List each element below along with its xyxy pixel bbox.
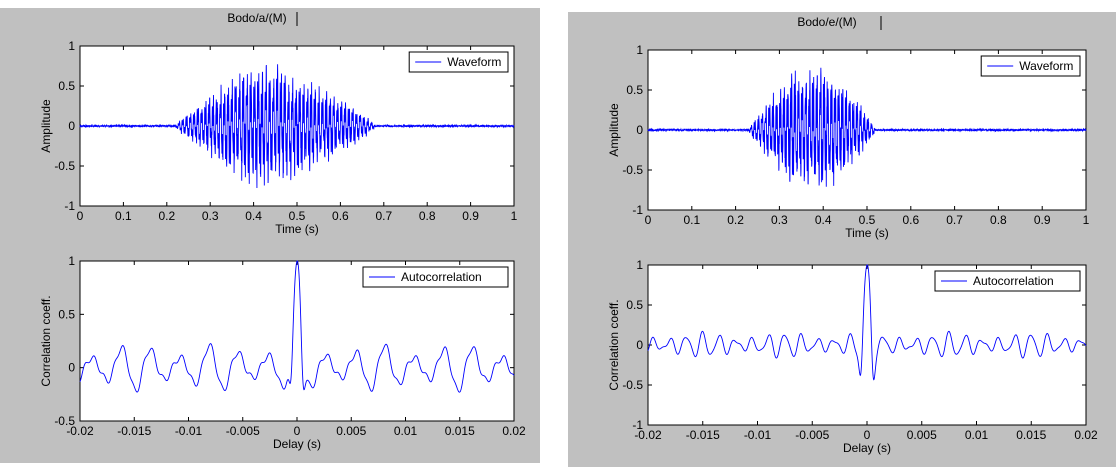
right-bottom-xtick-label: -0.02: [634, 428, 662, 442]
left-top-ylabel: Amplitude: [39, 99, 53, 153]
left-title: Bodo/a/(M): [227, 11, 286, 25]
left-top-xtick-label: 0.7: [375, 209, 392, 223]
left-bottom-xtick-label: -0.005: [226, 424, 260, 438]
left-bottom-ytick-label: -0.5: [54, 414, 75, 428]
left-bottom-ytick-label: 1: [68, 254, 75, 268]
right-top-xtick-label: 0.2: [727, 213, 744, 227]
left-top-ytick-label: -0.5: [54, 159, 75, 173]
left-top-xtick-label: 0.3: [202, 209, 219, 223]
right-top-xtick-label: 0.5: [859, 213, 876, 227]
left-bottom-series-line: [79, 260, 515, 393]
right-top-ytick-label: 0.5: [626, 83, 643, 97]
right-top-legend: [980, 55, 1081, 77]
right-top-ytick-label: -0.5: [622, 163, 643, 177]
right-bottom-xtick-label: -0.01: [744, 428, 772, 442]
left-bottom-xtick-label: 0.02: [502, 424, 526, 438]
right-bottom-series-line: [647, 264, 1087, 381]
left-bottom-xtick-label: -0.01: [175, 424, 203, 438]
right-bottom-plot-area: [647, 264, 1087, 426]
left-top-xlabel: Time (s): [275, 222, 319, 236]
left-top-xtick-label: 0.5: [289, 209, 306, 223]
left-bottom-xtick-label: 0.015: [445, 424, 475, 438]
left-top-ytick-label: 0.5: [58, 79, 75, 93]
right-top-xtick-label: 0.3: [771, 213, 788, 227]
left-bottom-ytick-label: 0.5: [58, 307, 75, 321]
right-bottom-ytick-label: -1: [632, 418, 643, 432]
right-top-xlabel: Time (s): [845, 226, 889, 240]
left-bottom-xtick-label: -0.015: [117, 424, 151, 438]
left-top-xtick-label: 0.8: [419, 209, 436, 223]
left-top-ytick-label: 0: [68, 119, 75, 133]
left-top-xtick-label: 0.9: [462, 209, 479, 223]
right-bottom-xtick-label: 0.01: [965, 428, 989, 442]
right-bottom-xtick-label: 0.02: [1074, 428, 1098, 442]
figure-right-svg: Bodo/e/(M) 0 0.1 0.2 0.3 0.4 0.5 0.6 0.7 0.8 0.9 1 1…: [607, 15, 1098, 455]
left-top-xtick-label: 0.2: [158, 209, 175, 223]
right-top-xtick-label: 0: [645, 213, 652, 227]
left-top-legend-label: Waveform: [447, 55, 501, 69]
right-bottom-legend-label: Autocorrelation: [973, 274, 1054, 288]
right-top-ytick-label: 1: [636, 43, 643, 57]
left-bottom-xtick-label: 0.005: [336, 424, 366, 438]
right-top-xtick-label: 0.9: [1034, 213, 1051, 227]
left-top-ytick-label: -1: [64, 199, 75, 213]
left-bottom-xtick-label: -0.02: [66, 424, 94, 438]
left-bottom-legend-label: Autocorrelation: [401, 270, 482, 284]
left-bottom-legend: [362, 266, 509, 288]
figure-panel-left: Bodo/a/(M) 0 0.1 0.2 0.3 0.4 0.5 0.6 0.7 0.8 0.9 1 1…: [0, 8, 540, 463]
right-bottom-ylabel: Correlation coeff.: [607, 299, 621, 390]
left-top-legend: [408, 51, 509, 73]
left-top-series-line: [79, 64, 515, 188]
left-bottom-xtick-label: 0: [294, 424, 301, 438]
right-title: Bodo/e/(M): [797, 15, 856, 29]
right-bottom-legend: [934, 270, 1081, 292]
right-bottom-ytick-label: 0: [636, 338, 643, 352]
left-top-xtick-label: 0: [77, 209, 84, 223]
left-bottom-ylabel: Correlation coeff.: [39, 295, 53, 386]
figure-left-svg: Bodo/a/(M) 0 0.1 0.2 0.3 0.4 0.5 0.6 0.7 0.8 0.9 1 1…: [39, 11, 526, 451]
right-top-ytick-label: -1: [632, 203, 643, 217]
right-top-series-line: [647, 67, 1087, 187]
figure-panel-right: Bodo/e/(M) 0 0.1 0.2 0.3 0.4 0.5 0.6 0.7 0.8 0.9 1 1…: [568, 12, 1116, 467]
left-top-ytick-label: 1: [68, 39, 75, 53]
right-bottom-xtick-label: 0.005: [907, 428, 937, 442]
right-top-legend-label: Waveform: [1019, 59, 1073, 73]
right-bottom-xtick-label: 0: [864, 428, 871, 442]
left-bottom-plot-area: [79, 260, 515, 422]
right-top-xtick-label: 0.4: [815, 213, 832, 227]
right-top-xtick-label: 0.6: [902, 213, 919, 227]
left-bottom-ytick-label: 0: [68, 361, 75, 375]
left-bottom-xlabel: Delay (s): [273, 437, 321, 451]
left-bottom-xtick-label: 0.01: [394, 424, 418, 438]
right-bottom-ytick-label: 1: [636, 258, 643, 272]
right-top-ytick-label: 0: [636, 123, 643, 137]
right-bottom-xtick-label: -0.015: [686, 428, 720, 442]
left-top-xtick-label: 0.1: [115, 209, 132, 223]
right-bottom-ytick-label: -0.5: [622, 378, 643, 392]
right-top-ylabel: Amplitude: [607, 103, 621, 157]
right-top-xtick-label: 0.8: [990, 213, 1007, 227]
right-top-xtick-label: 0.7: [946, 213, 963, 227]
right-top-xtick-label: 0.1: [683, 213, 700, 227]
left-top-xtick-label: 0.4: [245, 209, 262, 223]
right-bottom-ytick-label: 0.5: [626, 298, 643, 312]
right-top-xtick-label: 1: [1083, 213, 1090, 227]
right-bottom-xtick-label: 0.015: [1016, 428, 1046, 442]
right-bottom-xtick-label: -0.005: [795, 428, 829, 442]
left-top-xtick-label: 1: [511, 209, 518, 223]
right-bottom-xlabel: Delay (s): [843, 441, 891, 455]
left-top-xtick-label: 0.6: [332, 209, 349, 223]
